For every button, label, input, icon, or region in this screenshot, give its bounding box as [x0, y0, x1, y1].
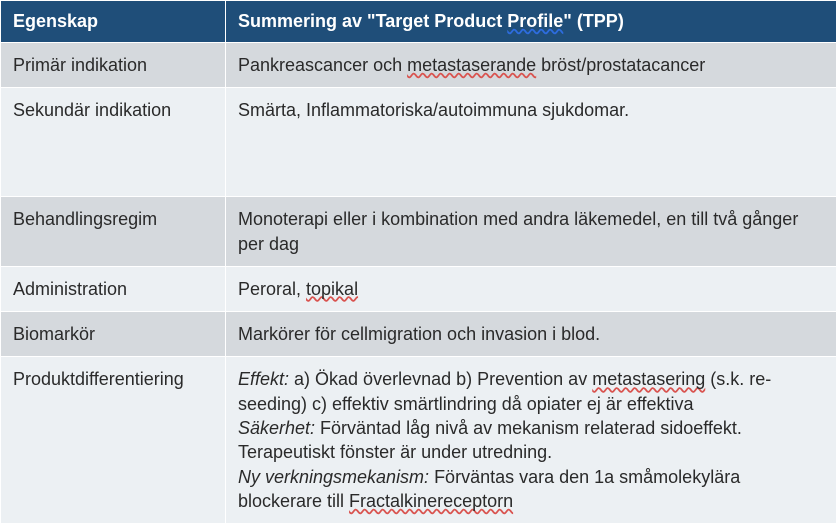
effekt-label: Effekt:: [238, 369, 289, 389]
table-row: Primär indikation Pankreascancer och met…: [1, 43, 836, 88]
spellcheck-word: Fractalkinereceptorn: [349, 491, 513, 511]
prop-cell: Sekundär indikation: [1, 88, 226, 197]
prop-cell: Administration: [1, 266, 226, 311]
table-row: Biomarkör Markörer för cellmigration och…: [1, 312, 836, 357]
tpp-table: Egenskap Summering av "Target Product Pr…: [0, 0, 836, 524]
table-row: Behandlingsregim Monoterapi eller i komb…: [1, 197, 836, 267]
table-header-row: Egenskap Summering av "Target Product Pr…: [1, 1, 836, 43]
spellcheck-word: topikal: [306, 279, 358, 299]
prop-cell: Produktdifferentiering: [1, 357, 226, 524]
summ-cell: Smärta, Inflammatoriska/autoimmuna sjukd…: [226, 88, 836, 197]
prop-cell: Biomarkör: [1, 312, 226, 357]
summ-cell: Pankreascancer och metastaserande bröst/…: [226, 43, 836, 88]
summ-cell: Effekt: a) Ökad överlevnad b) Prevention…: [226, 357, 836, 524]
table-row: Administration Peroral, topikal: [1, 266, 836, 311]
summ-cell: Peroral, topikal: [226, 266, 836, 311]
header-profile-word: Profile: [507, 11, 563, 31]
ny-verkningsmekanism-label: Ny verkningsmekanism:: [238, 467, 429, 487]
header-egenskap: Egenskap: [1, 1, 226, 43]
table-row: Produktdifferentiering Effekt: a) Ökad ö…: [1, 357, 836, 524]
spellcheck-word: metastasering: [592, 369, 705, 389]
spellcheck-word: metastaserande: [407, 55, 536, 75]
prop-cell: Behandlingsregim: [1, 197, 226, 267]
table-row: Sekundär indikation Smärta, Inflammatori…: [1, 88, 836, 197]
prop-cell: Primär indikation: [1, 43, 226, 88]
summ-cell: Monoterapi eller i kombination med andra…: [226, 197, 836, 267]
header-summering: Summering av "Target Product Profile" (T…: [226, 1, 836, 43]
summ-cell: Markörer för cellmigration och invasion …: [226, 312, 836, 357]
sakerhet-label: Säkerhet:: [238, 418, 315, 438]
